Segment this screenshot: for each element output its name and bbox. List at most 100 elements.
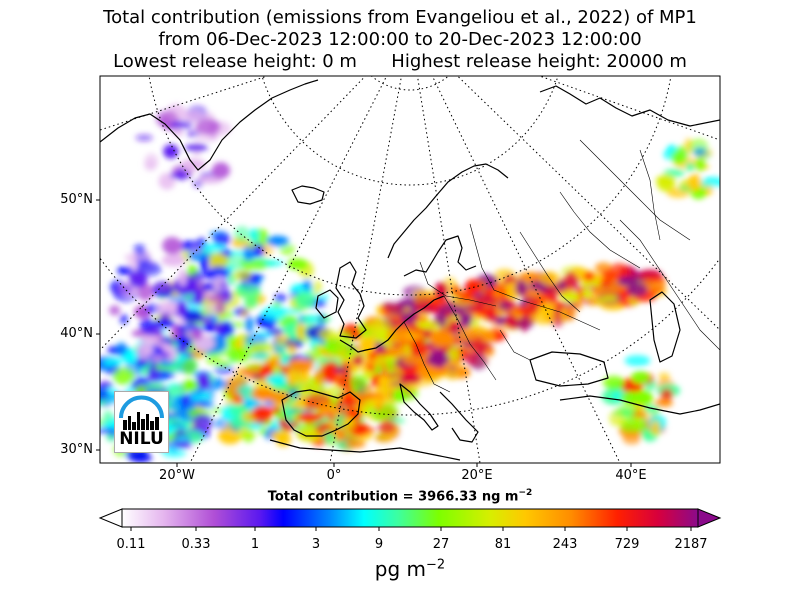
plume-blob [181,357,197,376]
plume-blob [212,233,232,246]
plume-blob [265,374,287,385]
plume-blob [128,271,148,288]
plume-blob [163,144,179,159]
colorbar-tick-label: 243 [552,537,578,552]
plume-blob [622,431,642,445]
total-contribution-exponent: −2 [518,488,533,498]
plume-blob [279,358,289,365]
plume-blob [392,389,408,403]
plume-blob [624,355,651,367]
plume-blob [192,179,203,188]
colorbar-tick-label: 0.33 [181,537,211,552]
plume-blob [695,158,706,171]
plume-blob [252,388,276,401]
plume-blob [700,176,720,188]
plume-blob [175,440,193,449]
plume-blob [114,284,133,295]
nilu-logo-graphic [119,395,164,430]
plume-blob [206,266,231,281]
plume-blob [565,304,576,322]
plume-blob [144,153,159,170]
plume-blob [651,420,660,436]
plume-blob [182,110,204,123]
plume-blob [322,338,346,354]
plume-blob [176,345,188,354]
plume-blob [609,410,623,427]
plume-blob [116,342,127,357]
plume-blob [434,282,449,299]
concentration-plume [83,104,720,463]
plume-blob [86,394,97,404]
plume-blob [225,333,237,350]
plume-blob [170,120,193,129]
plume-blob [239,308,249,318]
nilu-logo: NILU [114,391,169,453]
plume-blob [444,310,453,319]
plume-blob [249,228,260,244]
map-title-line-2: from 06-Dec-2023 12:00:00 to 20-Dec-2023… [158,29,642,50]
plume-blob [465,355,478,366]
colorbar-tick-label: 1 [250,537,260,552]
plume-blob [235,427,255,439]
plume-blob [514,306,540,315]
plume-blob [685,162,695,172]
lat-label-50n: 50°N [60,192,93,207]
plume-blob [345,439,366,449]
plume-blob [464,279,482,294]
plume-blob [647,276,667,283]
plume-blob [287,258,308,270]
plume-blob [297,412,323,422]
plume-blob [286,341,298,354]
plume-blob [655,175,676,186]
plume-blob [323,430,332,445]
plume-blob [152,319,176,328]
plume-blob [245,315,254,333]
plume-blob [141,346,155,355]
plume-blob [144,382,165,391]
map-title-line-3: Lowest release height: 0 m Highest relea… [113,51,687,72]
plume-blob [654,398,673,408]
plume-blob [582,288,592,298]
plume-blob [417,321,440,330]
plume-blob [506,314,518,328]
plume-blob [200,256,210,272]
plume-blob [169,172,191,179]
plume-blob [206,353,219,366]
plume-blob [166,394,182,412]
plume-blob [249,342,275,354]
plume-blob [429,368,446,376]
plume-blob [209,252,229,269]
plume-blob [687,174,702,192]
plume-blob [234,340,246,349]
plume-blob [236,385,254,396]
plume-blob [274,333,290,346]
plume-blob [387,344,408,358]
plume-blob [258,426,268,436]
unit-base: pg m [374,557,427,581]
plume-blob [631,370,650,385]
plume-blob [261,243,274,256]
plume-blob [100,385,109,402]
plume-blob [583,271,595,281]
plume-blob [214,301,226,315]
plume-blob [266,235,289,247]
plume-blob [190,245,202,254]
plume-blob [214,366,235,375]
plume-blob [83,389,97,405]
plume-blob [133,244,146,255]
plume-blob [359,337,376,354]
plume-blob [378,375,390,387]
unit-exponent: −2 [426,557,446,573]
plume-blob [296,323,305,340]
plume-blob [480,329,495,343]
plume-blob [279,243,295,256]
total-contribution-text: Total contribution = 3966.33 ng m [267,489,519,505]
colorbar-tick-label: 81 [494,537,512,552]
plume-blob [590,279,601,287]
plume-blob [109,305,121,316]
plume-blob [626,283,648,297]
lon-label-40e: 40°E [615,468,647,483]
plume-blob [474,308,497,316]
plume-blob [100,427,118,434]
plume-blob [206,295,232,302]
